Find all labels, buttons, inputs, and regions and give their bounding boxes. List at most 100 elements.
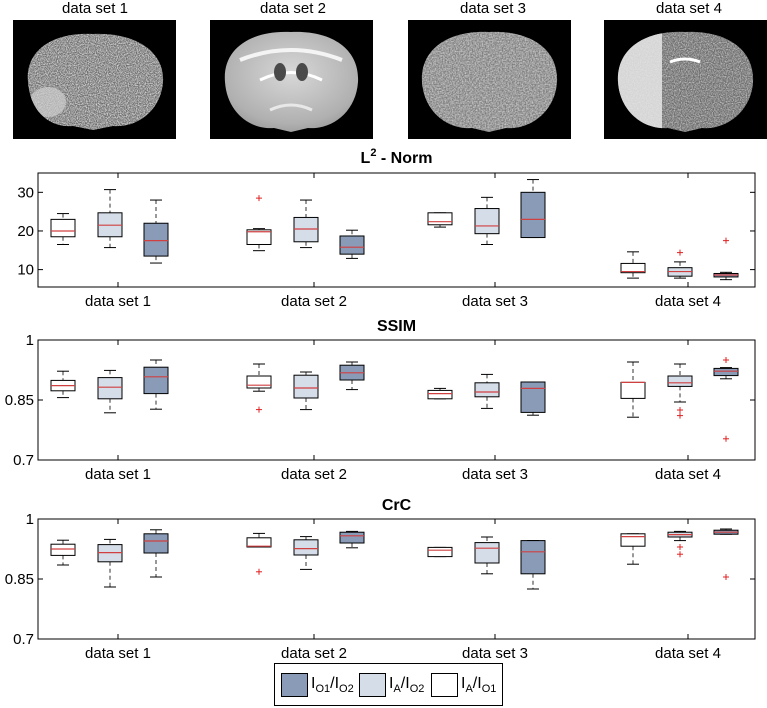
outlier-marker — [677, 249, 683, 256]
legend-label-ia-io2-main1: I — [389, 675, 394, 692]
legend-label-ia-io1-main2: I — [477, 675, 482, 692]
box-io1_io2-set-1 — [143, 199, 169, 264]
x-category-label: data set 4 — [655, 466, 721, 483]
box-body — [339, 531, 365, 544]
box-body — [50, 543, 76, 556]
plot-frame — [37, 172, 756, 288]
box-ia_io1-set-3 — [427, 212, 453, 228]
box-body — [143, 533, 169, 554]
box-ia_io1-set-1 — [50, 213, 76, 245]
x-category-label: data set 3 — [462, 645, 528, 662]
box-io1_io2-set-4 — [713, 237, 739, 281]
box-body — [620, 262, 646, 274]
legend-label-io1-io2-main2: I — [334, 675, 340, 692]
box-body — [246, 229, 272, 245]
y-tick-label: 10 — [17, 262, 34, 279]
image-label-2: data set 2 — [260, 0, 326, 17]
x-category-label: data set 1 — [85, 645, 151, 662]
legend-label-io1-io2-main1: I — [311, 675, 316, 692]
legend-label-ia-io1-sub1: A — [465, 683, 473, 696]
y-tick-label: 0.85 — [5, 571, 34, 588]
box-body — [293, 539, 319, 556]
box-io1_io2-set-1 — [143, 529, 169, 578]
box-io1_io2-set-2 — [339, 530, 365, 549]
box-ia_io2-set-1 — [97, 538, 123, 588]
x-category-label: data set 1 — [85, 293, 151, 310]
legend-label-ia-io2-sub1: A — [393, 683, 401, 696]
box-body — [667, 375, 693, 387]
box-io1_io2-set-4 — [713, 528, 739, 580]
box-body — [293, 374, 319, 399]
legend-swatch-ia-io2 — [359, 673, 386, 697]
outlier-marker — [677, 551, 683, 558]
y-tick-label: 0.7 — [13, 452, 34, 469]
legend-label-ia-io2-main2: I — [405, 675, 410, 692]
x-category-label: data set 1 — [85, 466, 151, 483]
outlier-marker — [723, 574, 729, 580]
y-tick-label: 30 — [17, 184, 34, 201]
box-io1_io2-set-2 — [339, 361, 365, 391]
box-ia_io2-set-2 — [293, 199, 319, 249]
x-category-label: data set 2 — [281, 645, 347, 662]
panel-3: CrC 0.7 0.85 1 data set 1 data set 2 data set … — [5, 497, 756, 662]
box-body — [620, 533, 646, 547]
box-ia_io1-set-4 — [620, 533, 646, 565]
legend-label-ia-io1-sub2: O1 — [481, 683, 497, 696]
box-body — [427, 212, 453, 226]
legend-label-ia-io1-main1: I — [461, 675, 466, 692]
box-ia_io2-set-3 — [474, 536, 500, 575]
box-ia_io2-set-4 — [667, 363, 693, 419]
box-ia_io1-set-4 — [620, 361, 646, 418]
image-label-3: data set 3 — [460, 0, 526, 17]
x-category-label: data set 4 — [655, 645, 721, 662]
box-io1_io2-set-4 — [713, 357, 739, 442]
box-body — [143, 366, 169, 395]
outlier-marker — [677, 412, 683, 419]
box-body — [427, 389, 453, 400]
x-category-label: data set 2 — [281, 293, 347, 310]
box-body — [474, 208, 500, 235]
y-tick-label: 0.7 — [13, 631, 34, 648]
outlier-marker — [256, 195, 262, 202]
brain-scan-icon-3 — [408, 20, 571, 139]
box-body — [97, 377, 123, 400]
box-body — [520, 191, 546, 239]
box-body — [339, 235, 365, 255]
box-body — [246, 537, 272, 548]
outlier-marker — [677, 407, 683, 413]
box-body — [50, 218, 76, 238]
brain-scan-icon-1 — [13, 20, 176, 139]
box-ia_io2-set-4 — [667, 249, 693, 279]
box-body — [474, 542, 500, 564]
box-io1_io2-set-3 — [520, 381, 546, 416]
box-body — [427, 546, 453, 558]
panel-title: CrC — [382, 497, 412, 514]
box-body — [520, 381, 546, 413]
box-ia_io1-set-2 — [246, 532, 272, 575]
outlier-marker — [723, 435, 729, 442]
box-ia_io1-set-4 — [620, 251, 646, 279]
panel-title: SSIM — [377, 318, 416, 335]
box-io1_io2-set-1 — [143, 359, 169, 410]
box-ia_io1-set-2 — [246, 195, 272, 252]
outlier-marker — [723, 237, 729, 244]
box-ia_io1-set-2 — [246, 363, 272, 413]
outlier-marker — [256, 568, 262, 575]
box-ia_io1-set-1 — [50, 539, 76, 566]
box-body — [713, 367, 739, 377]
panel-1: L2 - Norm 10 20 30 data set 1 data set 2 data … — [17, 147, 756, 310]
image-label-1: data set 1 — [62, 0, 128, 17]
y-tick-label: 0.85 — [5, 392, 34, 409]
box-io1_io2-set-3 — [520, 540, 546, 590]
box-ia_io2-set-3 — [474, 373, 500, 409]
box-ia_io1-set-1 — [50, 370, 76, 399]
panel-title: L2 - Norm — [361, 147, 433, 167]
x-category-label: data set 4 — [655, 293, 721, 310]
y-tick-label: 20 — [17, 223, 34, 240]
y-tick-label: 1 — [26, 511, 34, 528]
panel-2: SSIM 0.7 0.85 1 data set 1 data set 2 data set… — [5, 318, 756, 483]
box-body — [520, 540, 546, 575]
box-ia_io2-set-4 — [667, 530, 693, 558]
legend-swatch-io1-io2 — [281, 673, 308, 697]
